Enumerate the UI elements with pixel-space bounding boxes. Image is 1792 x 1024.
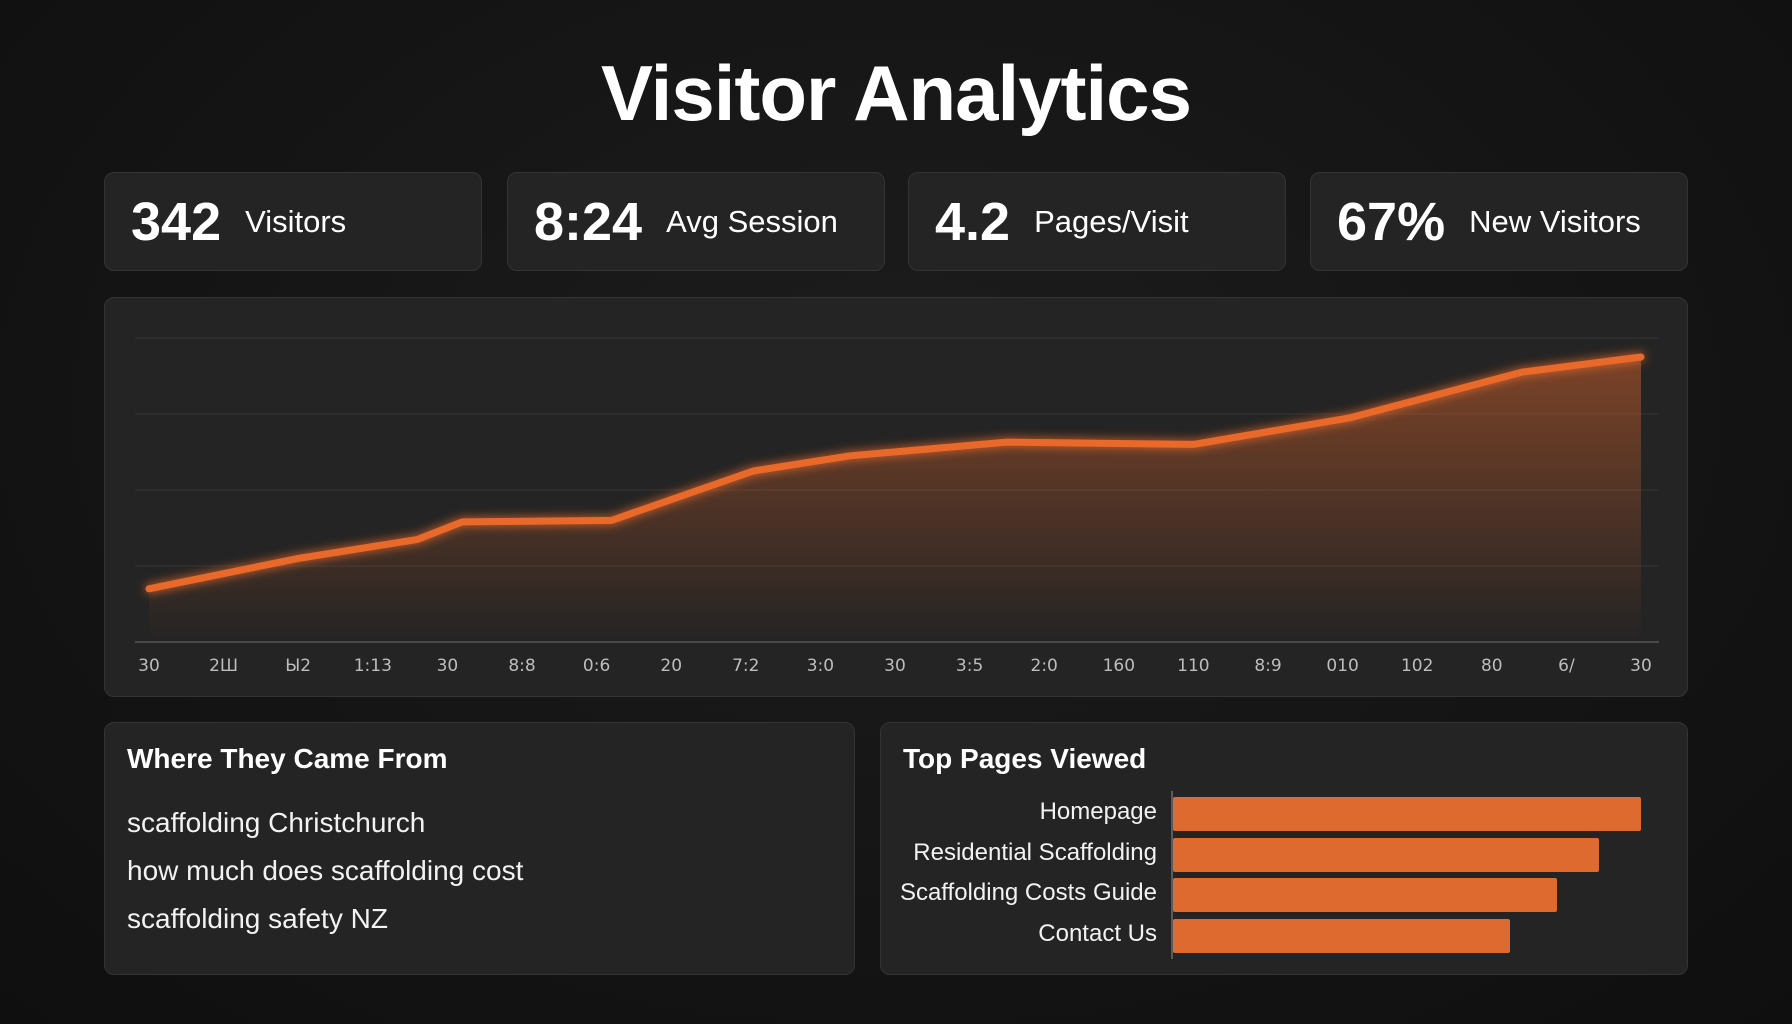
x-tick-label: 30 [437, 656, 459, 676]
data-point [1347, 414, 1354, 421]
bar [1173, 918, 1510, 953]
stat-card-new-visitors: 67% New Visitors [1310, 172, 1688, 271]
line-chart-svg: 30 2Ш Ы2 1:13 30 8:8 0:6 20 7:2 3:0 30 3:5 2:0 160 110… [135, 337, 1659, 676]
visitors-line-chart: 30 2Ш Ы2 1:13 30 8:8 0:6 20 7:2 3:0 30 3:5 2:0 160 110… [104, 297, 1688, 697]
bar-label: Scaffolding Costs Guide [899, 879, 1157, 906]
top-pages-title: Top Pages Viewed [903, 743, 1147, 774]
sources-title: Where They Came From [127, 743, 448, 774]
data-point [847, 452, 854, 459]
data-point [1190, 441, 1197, 448]
data-point [459, 518, 466, 525]
bar-axis [1171, 791, 1173, 959]
stat-label: New Visitors [1469, 203, 1641, 239]
stat-value: 67% [1337, 191, 1446, 252]
x-tick-label: 0:6 [583, 656, 610, 676]
x-tick-label: Ы2 [285, 656, 311, 676]
bar-label: Contact Us [1038, 919, 1157, 947]
x-tick-label: 30 [138, 656, 160, 676]
x-tick-label: 1:13 [354, 656, 392, 676]
data-point [750, 468, 757, 474]
data-point [1638, 354, 1644, 360]
stat-value: 4.2 [935, 191, 1011, 252]
data-point [146, 585, 152, 592]
area-fill [149, 357, 1641, 642]
data-point [608, 517, 615, 524]
data-point [295, 555, 302, 562]
series-line [145, 353, 1645, 593]
stat-label: Avg Session [666, 203, 838, 239]
x-tick-label: 110 [1177, 656, 1209, 676]
source-item: scaffolding safety NZ [127, 903, 388, 934]
data-point [414, 536, 421, 543]
source-item: scaffolding Christchurch [127, 807, 426, 838]
bar [1173, 878, 1557, 912]
stat-value: 8:24 [534, 191, 643, 252]
bar-label: Homepage [1039, 798, 1157, 825]
x-tick-label: 7:2 [732, 656, 759, 676]
x-tick-label: 30 [1630, 656, 1652, 676]
stat-card-visitors: 342 Visitors [104, 172, 482, 271]
source-item: how much does scaffolding cost [127, 855, 524, 886]
data-point [1003, 439, 1010, 446]
stat-value: 342 [131, 191, 222, 252]
x-tick-label: 3:0 [807, 656, 834, 676]
x-tick-label: 20 [660, 656, 682, 676]
x-tick-label: 80 [1481, 656, 1503, 676]
bar [1173, 797, 1641, 831]
x-tick-label: 102 [1401, 656, 1433, 676]
x-tick-label: 010 [1326, 656, 1358, 676]
stat-label: Pages/Visit [1034, 203, 1189, 239]
page-title: Visitor Analytics [601, 49, 1192, 137]
stat-label: Visitors [245, 203, 347, 239]
bar [1173, 837, 1599, 872]
x-tick-label: 2:0 [1031, 656, 1058, 676]
x-tick-label: 2Ш [209, 656, 238, 676]
data-point [1518, 369, 1525, 376]
x-tick-label: 8:9 [1254, 656, 1281, 676]
x-tick-label: 6/ [1558, 656, 1575, 676]
x-tick-label: 3:5 [956, 656, 983, 676]
stat-card-avg-session: 8:24 Avg Session [507, 172, 885, 271]
top-pages-card: Top Pages Viewed Homepage Residential Sca… [880, 722, 1688, 975]
x-tick-label: 160 [1103, 656, 1135, 676]
bar-label: Residential Scaffolding [913, 838, 1157, 866]
x-tick-label: 30 [884, 656, 906, 676]
x-tick-label: 8:8 [508, 656, 535, 676]
stat-card-pages-per-visit: 4.2 Pages/Visit [908, 172, 1286, 271]
traffic-sources-card: Where They Came From scaffolding Christc… [104, 722, 855, 975]
